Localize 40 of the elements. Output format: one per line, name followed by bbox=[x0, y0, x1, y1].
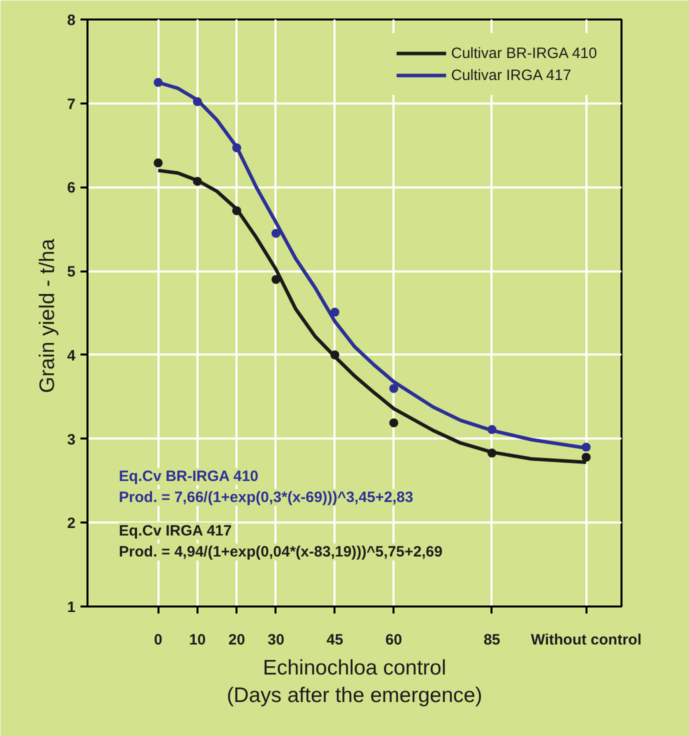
point bbox=[271, 228, 280, 238]
x-tick-label: 85 bbox=[484, 632, 500, 648]
y-tick-label: 3 bbox=[67, 431, 76, 448]
y-tick-label: 8 bbox=[67, 12, 76, 29]
point bbox=[271, 274, 280, 284]
x-axis-title: Echinochloa control (Days after the emergence) bbox=[226, 656, 482, 708]
point bbox=[232, 143, 242, 152]
point bbox=[154, 78, 163, 87]
x-tick-label: 20 bbox=[228, 632, 246, 648]
point bbox=[389, 418, 398, 428]
point bbox=[582, 442, 591, 452]
annotation: Prod. = 7,66/(1+exp(0,3*(x-69)))^3,45+2,83 bbox=[118, 488, 414, 506]
point bbox=[487, 448, 496, 458]
point bbox=[154, 158, 163, 168]
point bbox=[330, 350, 340, 360]
point bbox=[330, 308, 340, 317]
y-tick-label: 2 bbox=[67, 515, 76, 532]
x-tick-label: 10 bbox=[189, 632, 206, 648]
annotation: Eq.Cv IRGA 417 bbox=[118, 522, 232, 540]
legend-label: Cultivar IRGA 417 bbox=[451, 66, 572, 84]
y-tick-label: 5 bbox=[67, 264, 76, 281]
point bbox=[232, 206, 242, 216]
y-tick-label: 6 bbox=[67, 180, 76, 197]
point bbox=[582, 452, 591, 462]
y-tick-label: 7 bbox=[67, 96, 76, 113]
y-tick-label: 4 bbox=[67, 347, 76, 364]
x-tick-label: 30 bbox=[268, 632, 284, 648]
point bbox=[192, 97, 202, 106]
point bbox=[487, 425, 496, 434]
x-tick-label: 0 bbox=[154, 632, 162, 648]
x-tick-label: Without control bbox=[530, 632, 642, 648]
legend-label: Cultivar BR-IRGA 410 bbox=[451, 44, 597, 62]
x-tick-label: 45 bbox=[326, 632, 344, 648]
point bbox=[192, 176, 202, 186]
y-tick-label: 1 bbox=[67, 599, 76, 616]
annotation: Prod. = 4,94/(1+exp(0,04*(x-83,19)))^5,75+2,69 bbox=[118, 543, 442, 560]
point bbox=[389, 384, 398, 393]
x-tick-label: 60 bbox=[385, 632, 402, 648]
annotation: Eq.Cv BR-IRGA 410 bbox=[118, 468, 258, 486]
y-axis-title: Grain yield - t/ha bbox=[36, 238, 60, 393]
